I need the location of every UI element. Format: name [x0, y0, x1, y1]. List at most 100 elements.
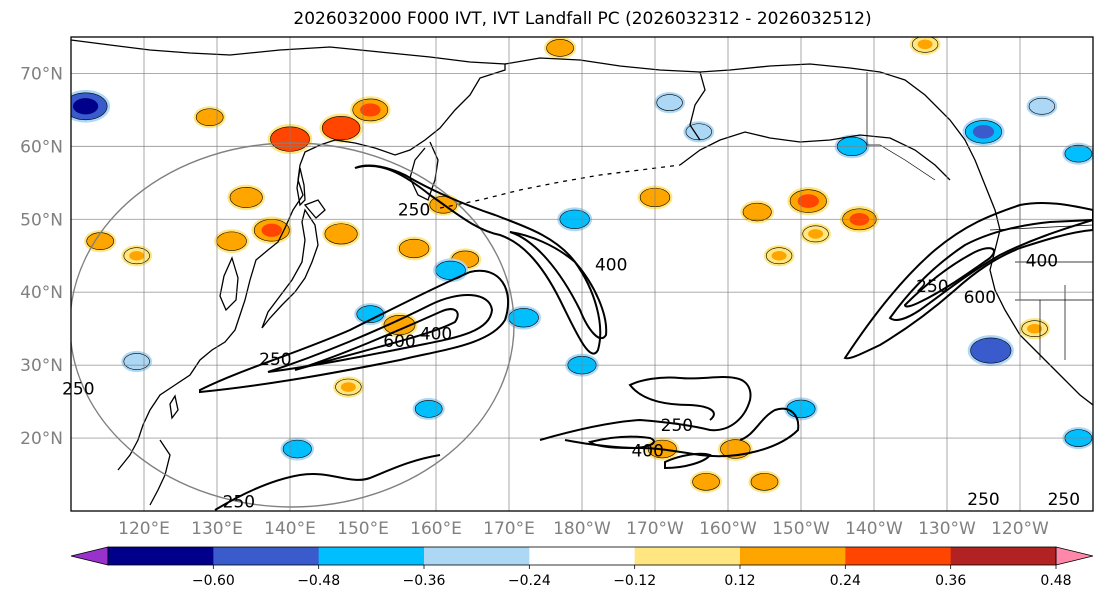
ivt-blob-core [129, 250, 145, 261]
ivt-blob-core [771, 250, 787, 261]
contour-250-south-central [539, 376, 752, 441]
colorbar-tick-label: 0.48 [1040, 573, 1071, 589]
contour-label: 400 [1026, 252, 1058, 272]
colorbar-tick-label: 0.36 [935, 573, 966, 589]
contour-label: 250 [967, 490, 999, 510]
ivt-blob-core [340, 382, 356, 392]
hokkaido-coastline [303, 199, 326, 219]
contour-600-west-ar [294, 308, 459, 371]
ivt-blob-core [362, 309, 379, 320]
ivt-blob-core [972, 124, 995, 139]
colorbar-outline [107, 546, 1057, 566]
contour-label: 250 [398, 201, 430, 221]
colorbar-segment [950, 547, 1057, 565]
contour-250-west-ar [199, 269, 510, 394]
colorbar-tick-label: −0.36 [403, 573, 446, 589]
lat-tick-label: 70°N [20, 64, 63, 84]
ivt-blob-core [1034, 101, 1050, 112]
colorbar-segment [318, 547, 425, 565]
contour-label: 250 [62, 379, 94, 399]
ivt-blob-core [552, 42, 568, 54]
colorbar-segment [529, 547, 636, 565]
colorbar: −0.60 −0.48 −0.36 −0.24 −0.12 0.12 0.24 0.36 0.4… [70, 546, 1094, 589]
sakhalin-coastline [296, 167, 306, 207]
ivt-blob-core [201, 112, 218, 123]
ivt-blob-core [1027, 323, 1043, 334]
plot-title: 2026032000 F000 IVT, IVT Landfall PC (20… [293, 9, 872, 29]
philippines-coastline [149, 439, 171, 506]
colorbar-tick-label: −0.60 [192, 573, 235, 589]
gridlines [71, 37, 1093, 511]
lon-tick-label: 120°E [118, 519, 170, 539]
colorbar-segment [634, 547, 741, 565]
lon-tick-label: 150°W [772, 519, 830, 539]
ivt-blob-core [797, 194, 819, 208]
ivt-blob-core [420, 403, 437, 414]
colorbar-tick-label: −0.12 [613, 573, 656, 589]
political-borders [866, 72, 1093, 360]
colorbar-segment [424, 547, 530, 565]
lon-tick-label: 160°E [410, 519, 462, 539]
lon-tick-label: 180°W [553, 519, 611, 539]
ivt-blob-core [808, 229, 824, 239]
colorbar-segment [213, 547, 320, 565]
lat-tick-label: 60°N [20, 137, 63, 157]
ivt-blob-core [662, 97, 678, 108]
ivt-blob-core [514, 312, 533, 324]
colorbar-tick-label: 0.12 [724, 573, 755, 589]
contour-250-far-south [214, 454, 441, 511]
contour-400-west-ar [267, 294, 494, 373]
colorbar-tick-label: −0.24 [508, 573, 551, 589]
ivt-blob-core [73, 98, 99, 115]
lon-tick-label: 130°E [191, 519, 243, 539]
colorbar-extend-min [70, 546, 109, 566]
colorbar-segment [845, 547, 952, 565]
colorbar-segment [740, 547, 846, 565]
contour-label: 600 [383, 332, 415, 352]
ivt-blob-core [441, 264, 460, 276]
ivt-blob-core [289, 443, 306, 455]
contour-label: 250 [916, 277, 948, 297]
colorbar-extend-max [1055, 546, 1094, 566]
lon-tick-label: 160°W [699, 519, 757, 539]
ivt-blob-core [756, 476, 773, 487]
map-frame [70, 36, 1094, 512]
colorbar-tick-label: −0.48 [297, 573, 340, 589]
latitude-labels: 70°N 60°N 50°N 40°N 30°N 20°N [20, 64, 63, 449]
korea-coastline [219, 256, 239, 312]
ivt-blob-core [1070, 148, 1087, 159]
colorbar-segment [108, 547, 214, 565]
ivt-blob-core [261, 223, 282, 237]
north-america-coastline [504, 57, 1093, 406]
lon-tick-label: 170°W [626, 519, 684, 539]
ivt-blob-core [978, 342, 1003, 359]
contour-label: 600 [964, 288, 996, 308]
contour-label: 400 [631, 441, 663, 461]
ivt-blob-core [222, 235, 241, 247]
contour-label: 400 [595, 255, 627, 275]
kamchatka-coastline [409, 141, 439, 201]
ivt-blob-core [691, 126, 707, 137]
lon-tick-label: 140°W [845, 519, 903, 539]
ivt-blob-core [331, 227, 351, 240]
lon-tick-label: 150°E [337, 519, 389, 539]
ivt-blob-core [360, 103, 381, 117]
range-circle [71, 142, 515, 508]
alaska-southwest-coastline [679, 131, 951, 181]
ivt-blob-core [236, 191, 256, 204]
contour-label: 400 [420, 325, 452, 345]
ivt-blob-core [726, 443, 744, 455]
contour-400-east-ar [888, 219, 1093, 321]
contour-250-east-ar [843, 201, 1093, 360]
lat-tick-label: 20°N [20, 429, 63, 449]
alaska-west-coastline [689, 71, 706, 141]
contour-label: 250 [1048, 490, 1080, 510]
lat-tick-label: 40°N [20, 283, 63, 303]
contour-600-east-ar [903, 247, 995, 308]
lon-tick-label: 140°E [264, 519, 316, 539]
lat-tick-label: 50°N [20, 210, 63, 230]
contour-label: 250 [661, 416, 693, 436]
ivt-blob-core [917, 39, 933, 50]
